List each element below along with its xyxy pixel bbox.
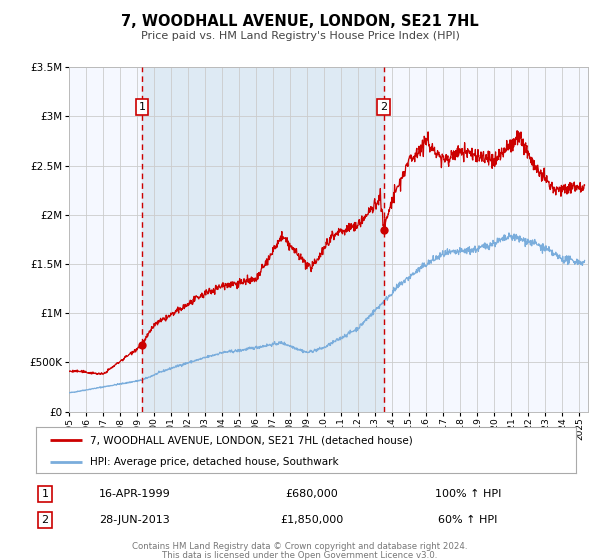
Text: 100% ↑ HPI: 100% ↑ HPI: [435, 489, 501, 499]
Text: 1: 1: [139, 102, 146, 112]
Text: 2: 2: [380, 102, 387, 112]
Text: 28-JUN-2013: 28-JUN-2013: [100, 515, 170, 525]
Text: £680,000: £680,000: [286, 489, 338, 499]
Bar: [142, 67, 383, 412]
Text: Price paid vs. HM Land Registry's House Price Index (HPI): Price paid vs. HM Land Registry's House …: [140, 31, 460, 41]
Text: This data is licensed under the Open Government Licence v3.0.: This data is licensed under the Open Gov…: [163, 551, 437, 560]
Text: 60% ↑ HPI: 60% ↑ HPI: [439, 515, 497, 525]
Text: 2: 2: [41, 515, 49, 525]
Text: 16-APR-1999: 16-APR-1999: [99, 489, 171, 499]
Text: 7, WOODHALL AVENUE, LONDON, SE21 7HL: 7, WOODHALL AVENUE, LONDON, SE21 7HL: [121, 14, 479, 29]
Text: 1: 1: [41, 489, 49, 499]
Text: 7, WOODHALL AVENUE, LONDON, SE21 7HL (detached house): 7, WOODHALL AVENUE, LONDON, SE21 7HL (de…: [90, 435, 413, 445]
Text: Contains HM Land Registry data © Crown copyright and database right 2024.: Contains HM Land Registry data © Crown c…: [132, 542, 468, 551]
Text: £1,850,000: £1,850,000: [280, 515, 344, 525]
Text: HPI: Average price, detached house, Southwark: HPI: Average price, detached house, Sout…: [90, 457, 338, 466]
